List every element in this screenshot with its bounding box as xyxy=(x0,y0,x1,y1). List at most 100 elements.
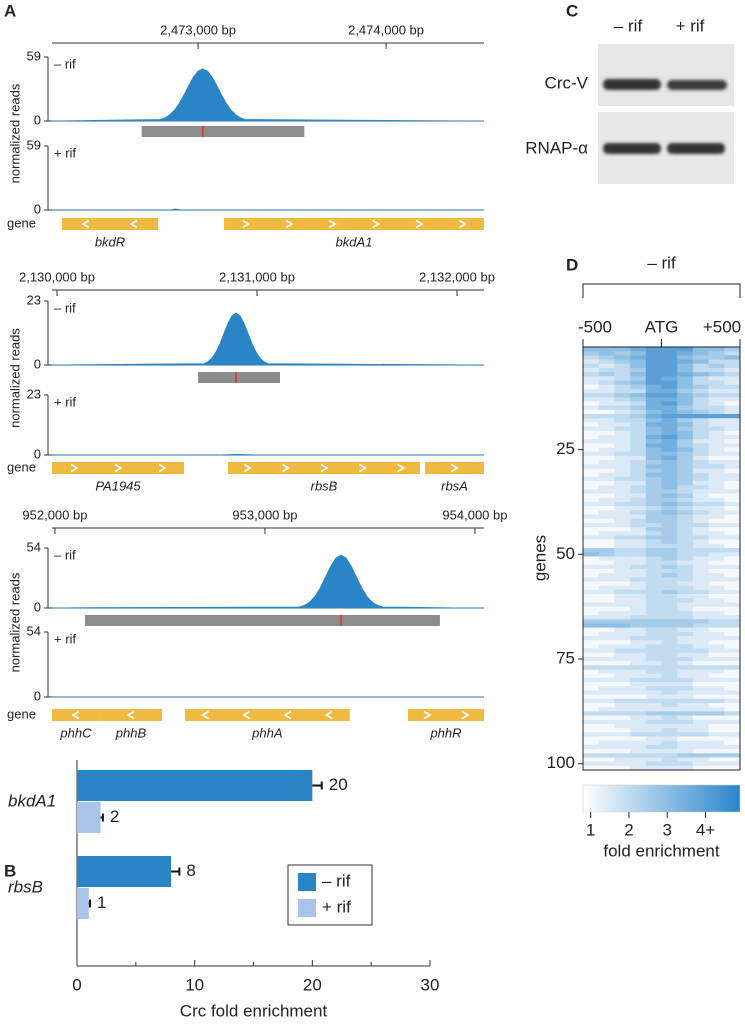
heatmap-cell xyxy=(630,635,647,641)
heatmap-cell xyxy=(677,594,694,599)
x-tick-label: 2,473,000 bp xyxy=(160,22,236,37)
heatmap-cell xyxy=(708,363,725,369)
blot-row-label: RNAP-α xyxy=(525,138,588,157)
heatmap-cell xyxy=(661,711,678,716)
heatmap-cell xyxy=(598,397,615,402)
heatmap-cell xyxy=(677,518,694,524)
heatmap-cell xyxy=(645,552,662,557)
heatmap-cell xyxy=(645,581,662,587)
heatmap-cell xyxy=(692,749,709,754)
heatmap-cell xyxy=(614,447,631,453)
heatmap-cell xyxy=(692,585,709,591)
heatmap-cell xyxy=(598,711,615,716)
heatmap-cell xyxy=(661,644,678,649)
heatmap-cell xyxy=(692,426,709,432)
heatmap-cell xyxy=(724,472,741,478)
heatmap-cell xyxy=(598,455,615,461)
heatmap-cell xyxy=(645,522,662,528)
heatmap-cell xyxy=(630,376,647,381)
x-tick-label: +500 xyxy=(703,317,741,336)
heatmap-cell xyxy=(708,606,725,612)
heatmap-cell xyxy=(583,363,599,369)
heatmap-cell xyxy=(645,719,662,725)
heatmap-cell xyxy=(724,522,741,528)
heatmap-cell xyxy=(692,702,709,708)
heatmap-cell xyxy=(677,661,694,666)
heatmap-cell xyxy=(630,367,647,373)
heatmap-cell xyxy=(708,510,725,515)
heatmap-cell xyxy=(614,443,631,448)
heatmap-cell xyxy=(708,577,725,582)
heatmap-cell xyxy=(677,451,694,457)
heatmap-cell xyxy=(583,455,599,461)
heatmap-cell xyxy=(677,372,694,377)
heatmap-cell xyxy=(630,686,647,691)
heatmap-cell xyxy=(630,610,647,616)
heatmap-cell xyxy=(614,418,631,423)
heatmap-cell xyxy=(583,744,599,750)
heatmap-cell xyxy=(677,485,694,490)
heatmap-cell xyxy=(598,401,615,406)
x-tick-label: 2,474,000 bp xyxy=(348,22,424,37)
heatmap-cell xyxy=(692,656,709,662)
heatmap-cell xyxy=(645,514,662,520)
heatmap-cell xyxy=(583,581,599,587)
heatmap-cell xyxy=(692,468,709,473)
heatmap-cell xyxy=(724,661,741,666)
heatmap-cell xyxy=(677,740,694,746)
heatmap-cell xyxy=(708,405,725,411)
heatmap-cell xyxy=(645,393,662,398)
heatmap-cell xyxy=(661,610,678,616)
heatmap-cell xyxy=(614,531,631,536)
heatmap-cell xyxy=(614,397,631,402)
heatmap-cell xyxy=(661,527,678,532)
heatmap-cell xyxy=(645,481,662,486)
heatmap-cell xyxy=(708,732,725,737)
heatmap-cell xyxy=(614,585,631,591)
heatmap-cell xyxy=(692,661,709,666)
heatmap-cell xyxy=(645,548,662,553)
heatmap-cell xyxy=(583,522,599,528)
heatmap-cell xyxy=(583,568,599,574)
heatmap-cell xyxy=(645,543,662,549)
heatmap-cell xyxy=(661,606,678,612)
heatmap-cell xyxy=(645,485,662,490)
heatmap-cell xyxy=(661,522,678,528)
heatmap-cell xyxy=(583,589,599,595)
heatmap-cell xyxy=(598,518,615,524)
heatmap-cell xyxy=(724,585,741,591)
gene xyxy=(228,462,420,474)
gene-name: bkdR xyxy=(95,234,125,249)
heatmap-cell xyxy=(692,736,709,741)
heatmap-cell xyxy=(583,711,599,716)
heatmap-cell xyxy=(692,506,709,511)
heatmap-cell xyxy=(598,464,615,469)
heatmap-cell xyxy=(598,661,615,666)
heatmap-cell xyxy=(598,405,615,411)
peak-interval xyxy=(141,126,305,137)
heatmap-cell xyxy=(661,447,678,453)
heatmap-cell xyxy=(630,351,647,356)
heatmap-cell xyxy=(645,434,662,440)
heatmap-cell xyxy=(614,723,631,729)
panel-letter: D xyxy=(566,255,578,274)
heatmap-cell xyxy=(692,443,709,448)
heatmap-cell xyxy=(724,489,741,494)
heatmap-cell xyxy=(661,430,678,436)
heatmap-cell xyxy=(598,468,615,473)
heatmap-cell xyxy=(630,481,647,486)
heatmap-cell xyxy=(630,506,647,511)
heatmap-cell xyxy=(708,522,725,528)
heatmap-cell xyxy=(614,384,631,390)
heatmap-cell xyxy=(598,723,615,729)
heatmap-cell xyxy=(692,359,709,365)
heatmap-cell xyxy=(724,686,741,691)
heatmap-cell xyxy=(661,765,678,771)
heatmap-cell xyxy=(583,548,599,553)
heatmap-cell xyxy=(724,510,741,515)
heatmap-cell xyxy=(661,581,678,587)
heatmap-cell xyxy=(645,577,662,582)
gene-track-label: gene xyxy=(7,215,36,230)
lane-label: + rif xyxy=(676,16,705,35)
heatmap-cell xyxy=(614,690,631,695)
